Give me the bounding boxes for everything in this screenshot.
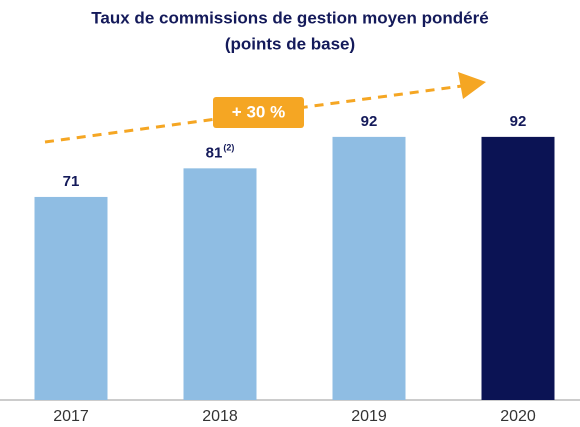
chart-subtitle: (points de base) [225,34,355,53]
x-tick-label: 2019 [351,408,387,425]
bar [481,136,555,400]
value-label: 92 [510,113,527,130]
annotation: + 30 % [232,102,285,121]
x-tick-label: 2018 [202,408,238,425]
label-note: (2) [223,143,234,153]
value-label: 71 [63,173,80,190]
x-tick-label: 2017 [53,408,89,425]
bar [183,168,257,400]
chart-title: Taux de commissions de gestion moyen pon… [91,8,488,27]
x-tick-label: 2020 [500,408,536,425]
arrow-head [458,72,486,99]
annotation-box [213,97,304,128]
bar [34,196,108,400]
value-label: 81 [206,144,223,161]
value-label: 92 [361,113,378,130]
bar [332,136,406,400]
